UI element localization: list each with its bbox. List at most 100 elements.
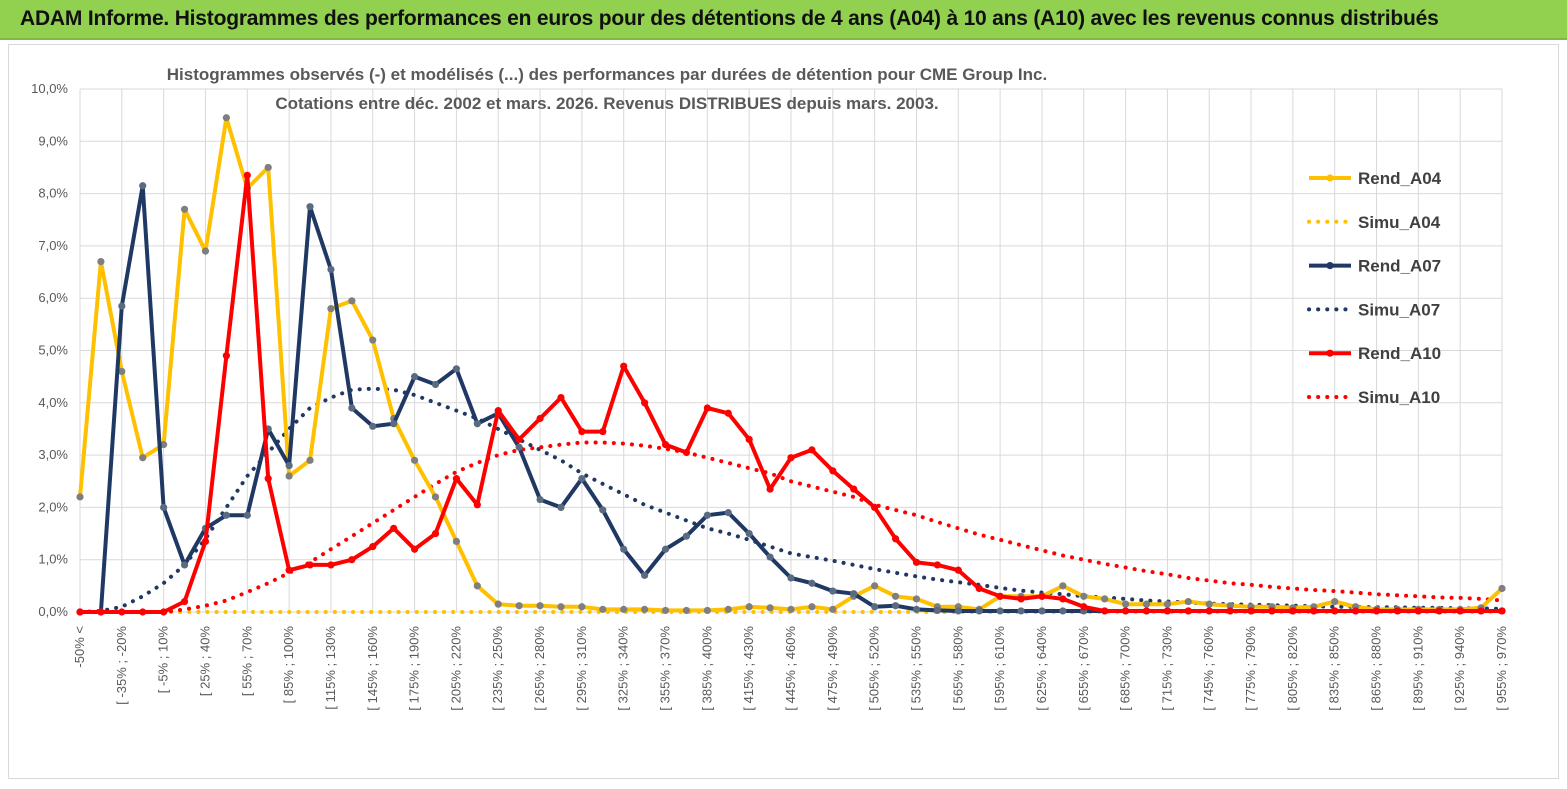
data-point [1038, 592, 1046, 600]
data-point [264, 475, 272, 483]
data-point [850, 590, 858, 598]
x-tick-label: [ 25% ; 40% [197, 626, 212, 697]
legend-item-simu-a10[interactable]: Simu_A10 [1307, 388, 1440, 407]
legend-marker [1326, 349, 1334, 357]
x-tick-label: [ 775% ; 790% [1243, 626, 1258, 711]
data-point [620, 362, 628, 370]
data-point [1017, 607, 1025, 615]
x-tick-label: [ -35% ; -20% [114, 626, 129, 705]
y-tick-label: 7,0% [38, 238, 68, 253]
x-tick-label: [ 85% ; 100% [281, 626, 296, 704]
data-point [452, 475, 461, 483]
data-point [724, 509, 732, 517]
data-point [1498, 607, 1506, 615]
data-point [599, 605, 607, 613]
data-point [1247, 607, 1255, 615]
legend-marker [1326, 262, 1334, 270]
data-point [850, 485, 858, 493]
data-point [1289, 607, 1297, 615]
data-point [578, 475, 586, 483]
data-point [891, 602, 900, 610]
legend-label: Simu_A07 [1358, 300, 1440, 319]
data-point [1059, 607, 1067, 615]
data-point [180, 597, 189, 606]
x-tick-label: [ 205% ; 220% [448, 626, 463, 711]
data-point [703, 606, 711, 615]
data-point [390, 420, 398, 428]
series-simu-a10 [78, 440, 1504, 614]
x-tick-label: [ 415% ; 430% [741, 626, 756, 711]
y-tick-label: 6,0% [38, 290, 68, 305]
data-point [348, 556, 356, 564]
data-point [431, 493, 440, 501]
data-point [745, 529, 753, 538]
x-tick-label: [ 565% ; 580% [950, 626, 965, 711]
legend-item-rend-a04[interactable]: Rend_A04 [1309, 169, 1442, 188]
data-point [243, 511, 251, 519]
data-point [599, 427, 607, 436]
chart-legend[interactable]: Rend_A04 Simu_A04 Rend_A07 Simu_A07 Rend_A10… [1307, 169, 1442, 407]
data-point [766, 604, 774, 612]
x-tick-label: [ 115% ; 130% [323, 626, 338, 710]
x-tick-label: [ 625% ; 640% [1034, 626, 1049, 711]
data-point [682, 532, 691, 540]
x-tick-label: [ 295% ; 310% [574, 626, 589, 711]
series-line [78, 440, 1504, 614]
series-rend-a10 [76, 171, 1506, 616]
data-point [348, 404, 356, 412]
data-point [787, 454, 795, 462]
x-axis-ticks: -50% < [ -35% ; -20% [ -5% ; 10% [ 25% ; 40… [72, 626, 1509, 711]
data-point [703, 511, 711, 519]
x-tick-label: [ 715% ; 730% [1159, 626, 1174, 711]
data-point [348, 297, 356, 305]
data-point [1142, 600, 1151, 608]
data-point [1101, 607, 1109, 615]
data-point [996, 607, 1004, 615]
legend-item-simu-a07[interactable]: Simu_A07 [1307, 300, 1440, 319]
data-point [933, 561, 941, 569]
x-tick-label: [ 175% ; 190% [407, 626, 422, 711]
data-point [369, 543, 377, 551]
data-point [871, 603, 879, 611]
data-point [1059, 582, 1067, 590]
data-point [1393, 607, 1402, 615]
series-rend-a04 [76, 114, 1506, 615]
x-tick-label: [ 805% ; 820% [1285, 626, 1300, 711]
data-point [118, 608, 126, 616]
data-point [1163, 607, 1172, 615]
data-point [201, 247, 210, 255]
data-point [954, 607, 962, 615]
data-point [536, 602, 544, 610]
data-point [661, 606, 670, 615]
data-point [1331, 607, 1339, 615]
data-point [975, 607, 983, 615]
chart-gridlines [79, 88, 1503, 613]
data-point [829, 467, 837, 475]
y-tick-label: 0,0% [38, 604, 68, 619]
data-point [641, 571, 649, 579]
data-point [996, 592, 1004, 600]
data-point [1080, 592, 1088, 600]
x-tick-label: [ 685% ; 700% [1118, 626, 1133, 711]
legend-item-rend-a07[interactable]: Rend_A07 [1309, 257, 1441, 276]
data-point [1121, 600, 1130, 608]
x-tick-label: [ 265% ; 280% [532, 626, 547, 711]
data-point [766, 485, 774, 493]
y-tick-label: 3,0% [38, 447, 68, 462]
data-point [76, 493, 84, 501]
x-tick-label: [ 535% ; 550% [908, 626, 923, 711]
legend-item-rend-a10[interactable]: Rend_A10 [1309, 344, 1441, 363]
data-point [118, 302, 126, 310]
data-point [160, 441, 168, 449]
data-point [1059, 595, 1067, 603]
chart-title-line-2: Cotations entre déc. 2002 et mars. 2026.… [275, 94, 938, 113]
y-tick-label: 1,0% [38, 552, 68, 567]
data-point [201, 537, 210, 545]
data-point [369, 422, 377, 430]
legend-item-simu-a04[interactable]: Simu_A04 [1307, 213, 1441, 232]
x-tick-label: [ 895% ; 910% [1410, 626, 1425, 711]
legend-label: Simu_A10 [1358, 388, 1440, 407]
data-point [808, 446, 816, 454]
y-tick-label: 10,0% [31, 81, 68, 96]
data-point [641, 605, 649, 613]
